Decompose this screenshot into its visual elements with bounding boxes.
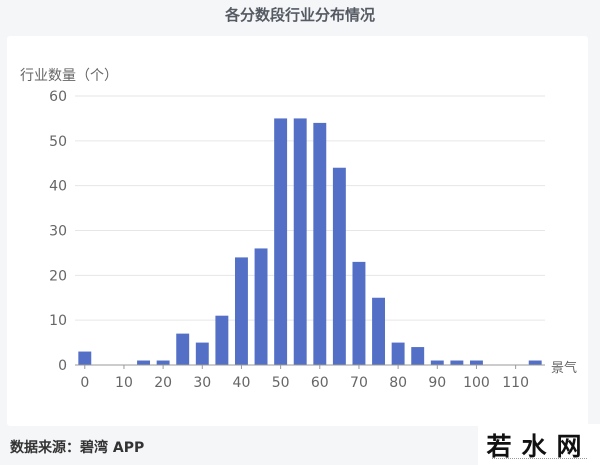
bar bbox=[293, 118, 307, 366]
site-logo: 若水网 bbox=[478, 424, 600, 465]
bar bbox=[176, 333, 190, 365]
bar bbox=[372, 297, 386, 365]
bar bbox=[313, 122, 327, 366]
site-logo-underline bbox=[492, 458, 587, 462]
x-axis-label: 景气 bbox=[551, 360, 577, 376]
bar bbox=[156, 360, 170, 365]
x-tick-label: 100 bbox=[463, 375, 490, 391]
bar bbox=[430, 360, 444, 365]
data-source-note: 数据来源：碧湾 APP bbox=[10, 440, 145, 456]
bar bbox=[332, 167, 346, 365]
y-tick-label: 40 bbox=[49, 179, 67, 195]
y-tick-label: 20 bbox=[49, 268, 67, 284]
x-tick-label: 90 bbox=[428, 375, 446, 391]
site-logo-text: 若水网 bbox=[486, 432, 592, 461]
x-tick-label: 20 bbox=[154, 375, 172, 391]
y-tick-label: 0 bbox=[58, 358, 67, 374]
bar bbox=[254, 248, 268, 365]
bar bbox=[195, 342, 209, 365]
x-tick-label: 0 bbox=[80, 375, 89, 391]
x-tick-label: 70 bbox=[350, 375, 368, 391]
bar bbox=[450, 360, 464, 365]
bar bbox=[391, 342, 405, 365]
x-tick-label: 60 bbox=[311, 375, 329, 391]
y-axis-label: 行业数量（个） bbox=[20, 68, 118, 84]
x-tick-label: 10 bbox=[115, 375, 133, 391]
bar bbox=[411, 347, 425, 365]
y-tick-label: 50 bbox=[49, 134, 67, 150]
x-tick-label: 110 bbox=[502, 375, 529, 391]
x-tick-label: 30 bbox=[193, 375, 211, 391]
x-tick-label: 50 bbox=[272, 375, 290, 391]
bar bbox=[78, 351, 92, 365]
bar bbox=[234, 257, 248, 365]
bar bbox=[274, 118, 288, 366]
y-tick-label: 10 bbox=[49, 313, 67, 329]
y-tick-label: 30 bbox=[49, 224, 67, 240]
x-tick-label: 80 bbox=[389, 375, 407, 391]
bar bbox=[352, 261, 366, 365]
chart-title: 各分数段行业分布情况 bbox=[224, 6, 375, 24]
bar bbox=[528, 360, 542, 365]
y-tick-label: 60 bbox=[49, 89, 67, 105]
x-tick-label: 40 bbox=[233, 375, 251, 391]
bar bbox=[469, 360, 483, 365]
bar bbox=[215, 315, 229, 365]
bar bbox=[137, 360, 151, 365]
